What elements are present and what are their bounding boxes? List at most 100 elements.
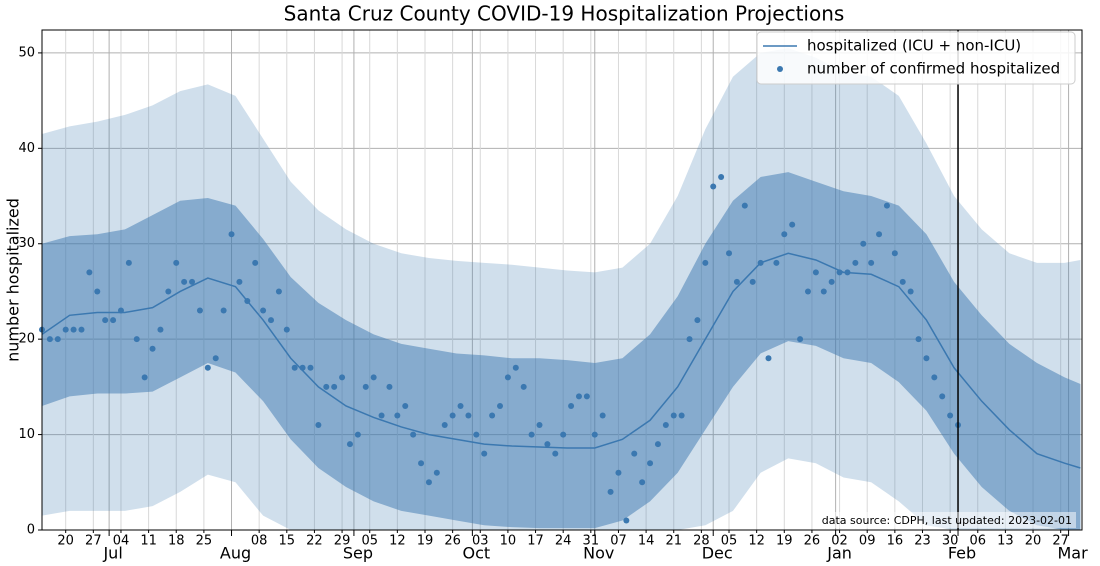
data-point <box>236 278 243 285</box>
data-point <box>425 479 432 486</box>
data-point <box>504 374 511 381</box>
data-point <box>923 355 930 362</box>
legend-label: hospitalized (ICU + non-ICU) <box>807 37 1021 55</box>
data-point <box>78 326 85 333</box>
x-month-label: Aug <box>220 544 251 563</box>
x-tick-label: 10 <box>500 534 517 549</box>
data-point <box>868 259 875 266</box>
data-point <box>204 364 211 371</box>
data-point <box>299 364 306 371</box>
x-tick-label: 05 <box>361 534 378 549</box>
data-point <box>615 469 622 476</box>
data-point <box>733 278 740 285</box>
x-tick-label: 04 <box>113 534 130 549</box>
data-point <box>196 307 203 314</box>
y-tick-label: 0 <box>27 523 35 538</box>
x-tick-label: 17 <box>527 534 544 549</box>
data-point <box>457 402 464 409</box>
data-point <box>678 412 685 419</box>
data-point <box>599 412 606 419</box>
data-point <box>441 422 448 429</box>
data-point <box>773 259 780 266</box>
x-month-label: Oct <box>463 544 491 563</box>
data-point <box>307 364 314 371</box>
data-point <box>560 431 567 438</box>
data-point <box>520 383 527 390</box>
data-point <box>133 336 140 343</box>
data-point <box>346 441 353 448</box>
data-point <box>354 431 361 438</box>
data-point <box>220 307 227 314</box>
data-point <box>844 269 851 276</box>
data-point <box>797 336 804 343</box>
x-tick-label: 05 <box>721 534 738 549</box>
data-point <box>662 422 669 429</box>
y-tick-label: 10 <box>18 427 35 442</box>
x-tick-label: 24 <box>555 534 572 549</box>
x-tick-label: 30 <box>942 534 959 549</box>
data-point <box>710 183 717 190</box>
data-point <box>876 231 883 238</box>
data-point <box>883 202 890 209</box>
data-point <box>141 374 148 381</box>
data-point <box>860 240 867 247</box>
data-point <box>331 383 338 390</box>
data-point <box>149 345 156 352</box>
data-point <box>647 460 654 467</box>
data-point <box>623 517 630 524</box>
data-point <box>939 393 946 400</box>
x-tick-label: 20 <box>57 534 74 549</box>
x-tick-label: 21 <box>665 534 682 549</box>
data-point <box>536 422 543 429</box>
x-tick-label: 26 <box>804 534 821 549</box>
x-tick-label: 27 <box>85 534 102 549</box>
y-tick-label: 40 <box>18 141 35 156</box>
legend-box <box>756 31 1076 85</box>
data-point <box>718 173 725 180</box>
data-point <box>315 422 322 429</box>
annotation-bg <box>822 512 1076 528</box>
x-tick-label: 22 <box>306 534 323 549</box>
data-point <box>836 269 843 276</box>
plot-frame <box>41 29 1083 531</box>
data-point <box>583 393 590 400</box>
data-point <box>931 374 938 381</box>
data-point <box>228 231 235 238</box>
x-month-label: Sep <box>343 544 373 563</box>
data-point <box>275 288 282 295</box>
data-point <box>449 412 456 419</box>
x-tick-label: 09 <box>859 534 876 549</box>
legend: hospitalized (ICU + non-ICU) number of co… <box>756 31 1076 85</box>
data-point <box>591 431 598 438</box>
legend-label: number of confirmed hospitalized <box>807 60 1060 78</box>
data-point <box>386 383 393 390</box>
data-point <box>157 326 164 333</box>
data-point <box>465 412 472 419</box>
data-point <box>891 250 898 257</box>
data-point <box>473 431 480 438</box>
data-point <box>694 317 701 324</box>
x-month-label: Nov <box>583 544 614 563</box>
data-point <box>820 288 827 295</box>
x-tick-label: 15 <box>279 534 296 549</box>
data-point <box>947 412 954 419</box>
x-tick-label: 12 <box>748 534 765 549</box>
data-point <box>607 488 614 495</box>
x-tick-label: 19 <box>417 534 434 549</box>
x-tick-label: 02 <box>831 534 848 549</box>
data-point <box>670 412 677 419</box>
x-tick-label: 19 <box>776 534 793 549</box>
data-point <box>410 431 417 438</box>
data-point <box>291 364 298 371</box>
data-point <box>702 259 709 266</box>
data-point <box>252 259 259 266</box>
data-point <box>552 450 559 457</box>
data-point <box>568 402 575 409</box>
x-tick-label: 14 <box>638 534 655 549</box>
x-tick-label: 11 <box>140 534 157 549</box>
projection-line <box>41 252 1081 469</box>
data-point <box>812 269 819 276</box>
data-point <box>70 326 77 333</box>
data-point <box>631 450 638 457</box>
